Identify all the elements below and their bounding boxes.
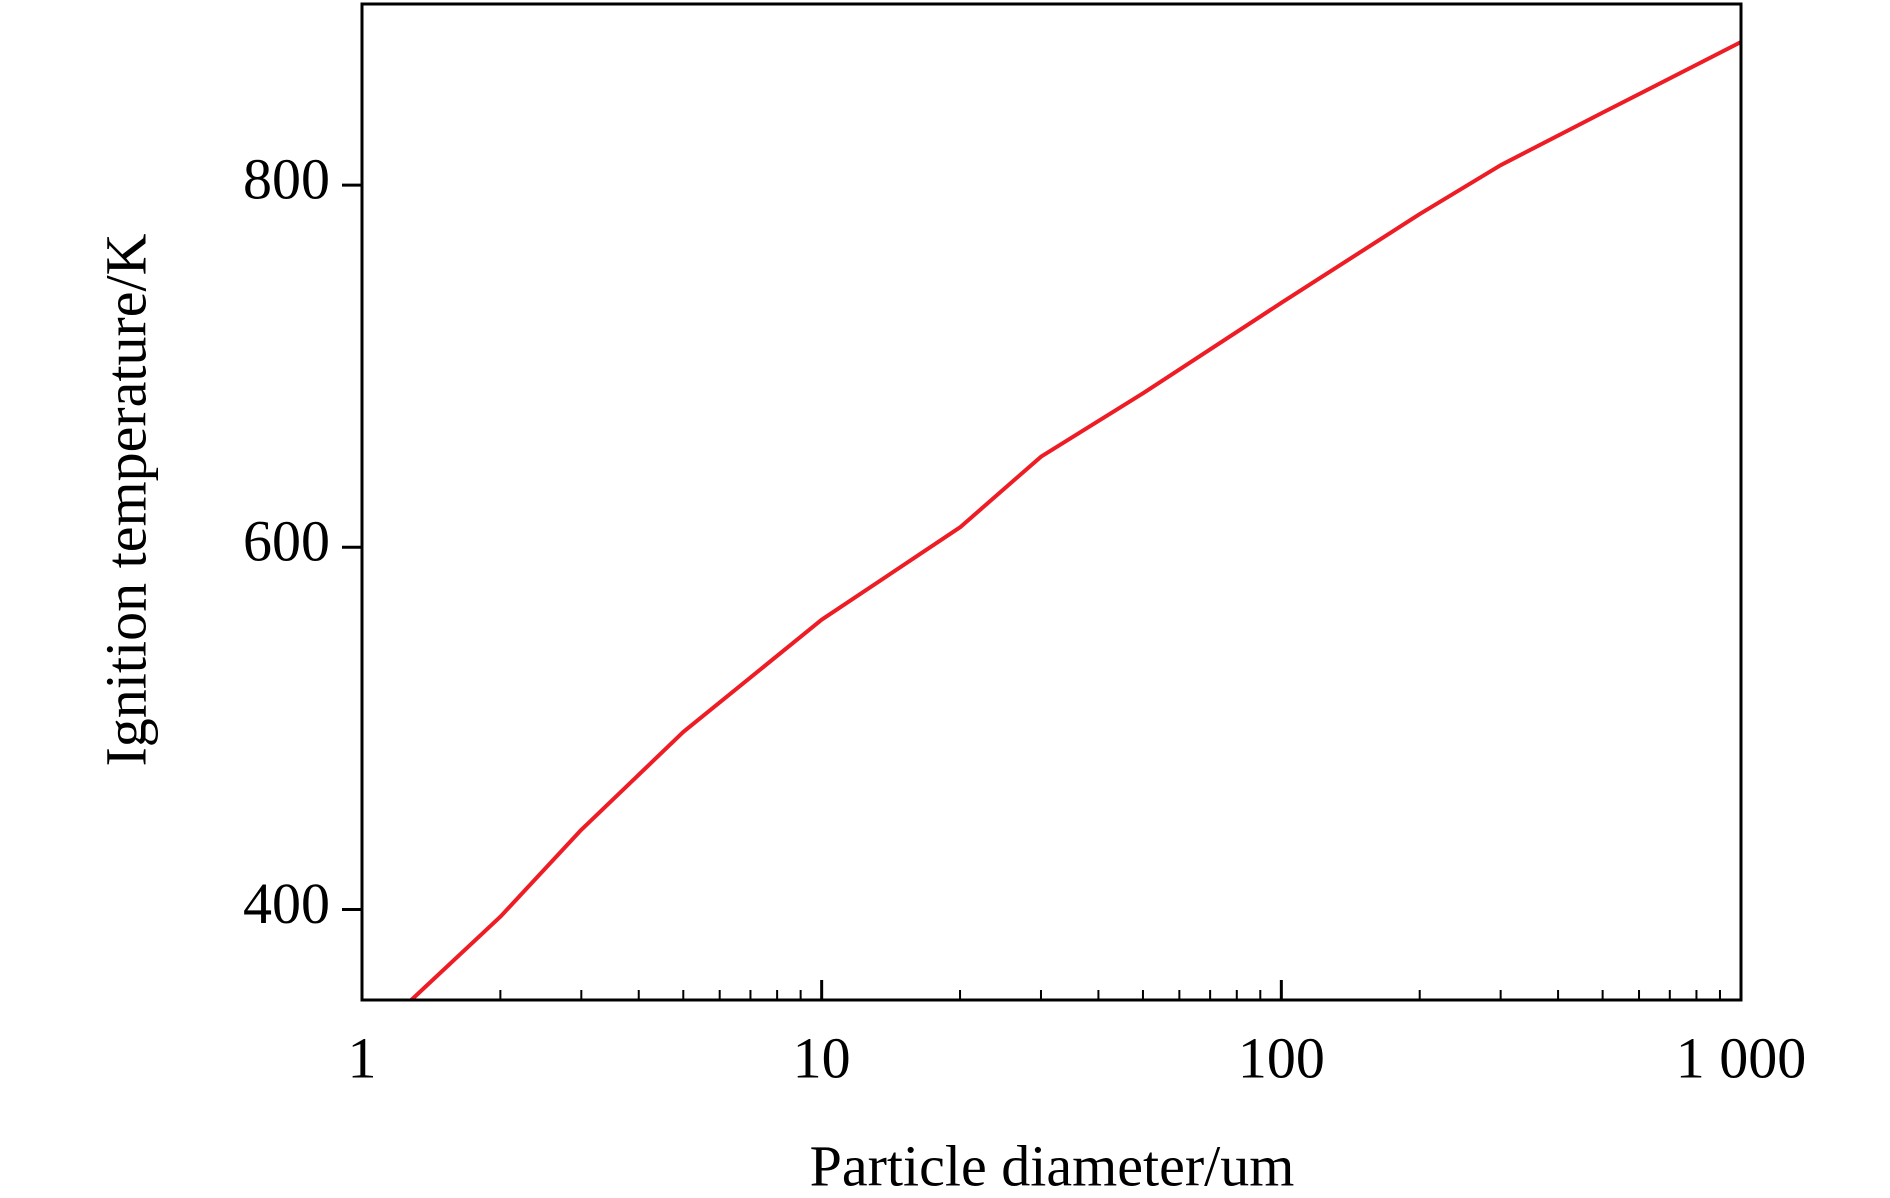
y-axis-label: Ignition temperature/K [93,233,158,766]
x-tick-label: 100 [1238,1025,1325,1090]
plot-frame [360,2,1743,1002]
line-series [409,40,1742,1002]
x-tick-label: 1 000 [1676,1025,1807,1090]
x-tick-label: 1 [348,1025,377,1090]
y-tick-label: 400 [243,871,330,936]
x-axis-label: Particle diameter/um [810,1133,1295,1198]
x-tick-label: 10 [793,1025,851,1090]
y-tick-label: 800 [243,146,330,211]
y-tick-label: 600 [243,509,330,574]
